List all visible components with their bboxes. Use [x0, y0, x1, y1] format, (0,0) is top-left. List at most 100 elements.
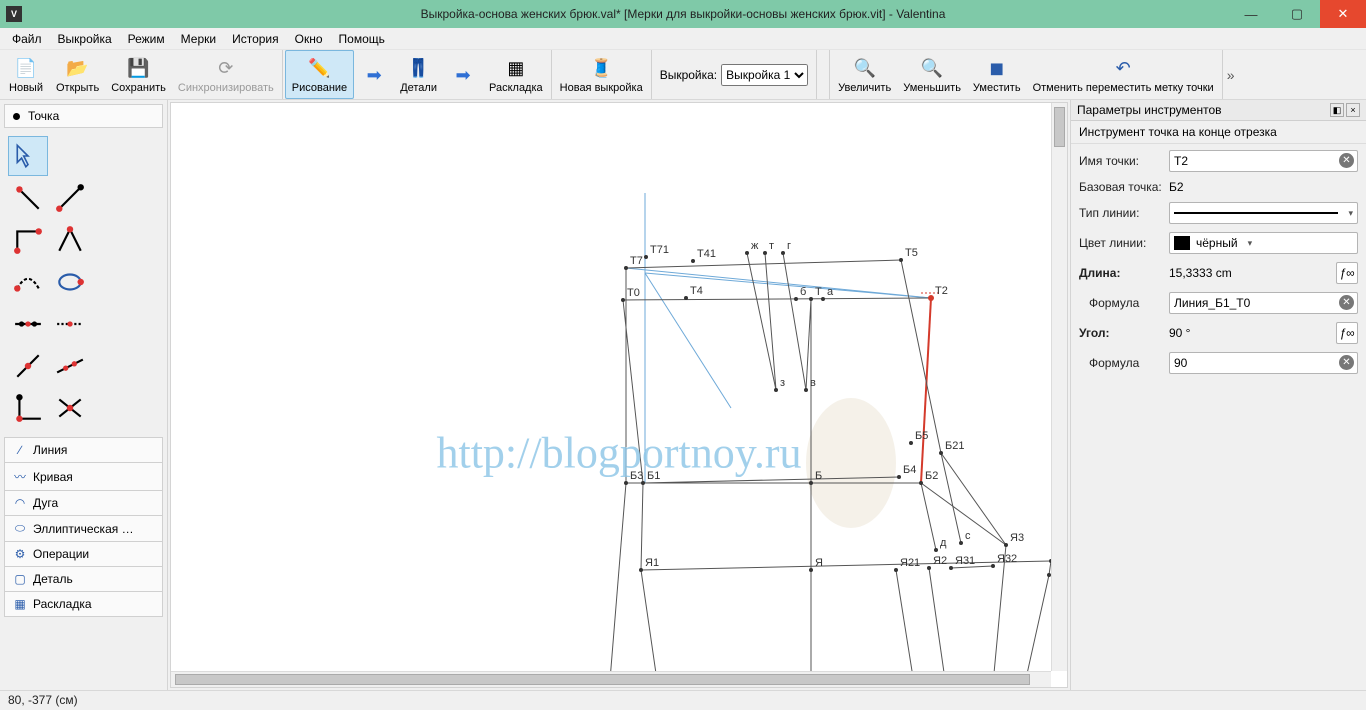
- details-mode-button[interactable]: 👖Детали: [394, 50, 443, 99]
- undo-move-label-button[interactable]: ↶Отменить переместить метку точки: [1027, 50, 1220, 99]
- menu-Файл[interactable]: Файл: [4, 30, 50, 48]
- point-tool-4[interactable]: [8, 220, 48, 260]
- svg-text:Я: Я: [815, 557, 823, 569]
- svg-text:с: с: [965, 530, 971, 542]
- svg-text:ж: ж: [751, 240, 759, 252]
- tool-category[interactable]: ▢Деталь: [4, 566, 163, 592]
- arrow-right-icon: ➡: [443, 50, 483, 99]
- save-button[interactable]: 💾Сохранить: [105, 50, 172, 99]
- fx-button[interactable]: ƒ∞: [1336, 262, 1358, 284]
- tool-category[interactable]: ▦ Раскладка: [4, 591, 163, 617]
- drawing-canvas[interactable]: Т7Т71Т41жтгТ5Т0Т4бТаТ2звБ5Б21Б3Б1ББ4Б2дс…: [170, 102, 1068, 688]
- category-icon: ▦: [13, 597, 27, 611]
- svg-text:Т7: Т7: [630, 255, 643, 267]
- vertical-scrollbar[interactable]: [1051, 103, 1067, 671]
- angle-value: 90 °: [1169, 326, 1336, 340]
- category-icon: ⚙: [13, 547, 27, 561]
- close-panel-button[interactable]: ×: [1346, 103, 1360, 117]
- svg-text:в: в: [810, 377, 816, 389]
- formula-label: Формула: [1079, 356, 1169, 370]
- point-tool-8[interactable]: [8, 304, 48, 344]
- open-button[interactable]: 📂Открыть: [50, 50, 105, 99]
- tool-category[interactable]: 〰Кривая: [4, 462, 163, 491]
- point-tool-5[interactable]: [50, 220, 90, 260]
- properties-panel: Параметры инструментов ◧ × Инструмент то…: [1070, 100, 1366, 690]
- menu-Выкройка[interactable]: Выкройка: [50, 30, 120, 48]
- formula-label: Формула: [1079, 296, 1169, 310]
- clear-icon[interactable]: ✕: [1339, 295, 1354, 310]
- svg-text:Т41: Т41: [697, 248, 716, 260]
- draw-mode-button[interactable]: ✏️Рисование: [285, 50, 354, 99]
- svg-text:б: б: [800, 286, 806, 298]
- line-color-value: чёрный: [1196, 236, 1238, 250]
- statusbar: 80, -377 (см): [0, 690, 1366, 710]
- new-button[interactable]: 📄Новый: [2, 50, 50, 99]
- line-type-combo[interactable]: [1169, 202, 1358, 224]
- menu-История[interactable]: История: [224, 30, 287, 48]
- tool-category[interactable]: ∕Линия: [4, 437, 163, 463]
- base-point-value: Б2: [1169, 180, 1358, 194]
- pattern-label: Выкройка:: [660, 68, 717, 82]
- fx-button[interactable]: ƒ∞: [1336, 322, 1358, 344]
- point-tool-13[interactable]: [50, 388, 90, 428]
- zoom-fit-button[interactable]: ◼Уместить: [967, 50, 1027, 99]
- point-icon: [13, 113, 20, 120]
- category-label: Дуга: [33, 496, 58, 510]
- point-name-input[interactable]: [1169, 150, 1358, 172]
- tool-description: Инструмент точка на конце отрезка: [1071, 121, 1366, 144]
- point-tool-10[interactable]: [8, 346, 48, 386]
- svg-text:Я2: Я2: [933, 555, 947, 567]
- angle-label: Угол:: [1079, 326, 1169, 340]
- line-color-combo[interactable]: чёрный: [1169, 232, 1358, 254]
- svg-text:Б21: Б21: [945, 440, 964, 452]
- point-tool-0[interactable]: [8, 136, 48, 176]
- tool-section-header[interactable]: Точка: [4, 104, 163, 128]
- menu-Помощь[interactable]: Помощь: [331, 30, 393, 48]
- toolbar-overflow[interactable]: »: [1223, 50, 1239, 99]
- clear-icon[interactable]: ✕: [1339, 153, 1354, 168]
- tool-category[interactable]: ⬭ Эллиптическая …: [4, 515, 163, 542]
- point-tool-11[interactable]: [50, 346, 90, 386]
- category-icon: ⬭: [13, 521, 27, 536]
- layout-mode-button[interactable]: ▦Раскладка: [483, 50, 549, 99]
- category-label: Эллиптическая …: [33, 522, 134, 536]
- svg-text:Т2: Т2: [935, 285, 948, 297]
- svg-text:Я32: Я32: [997, 553, 1017, 565]
- horizontal-scrollbar[interactable]: [171, 671, 1051, 687]
- menu-Режим[interactable]: Режим: [120, 30, 173, 48]
- menu-Мерки[interactable]: Мерки: [173, 30, 224, 48]
- properties-title: Параметры инструментов: [1077, 103, 1222, 117]
- svg-text:Б4: Б4: [903, 464, 916, 476]
- category-label: Операции: [33, 547, 89, 561]
- svg-text:т: т: [769, 240, 774, 252]
- tool-category[interactable]: ◠Дуга: [4, 490, 163, 516]
- dock-button[interactable]: ◧: [1330, 103, 1344, 117]
- zoom-in-button[interactable]: 🔍Увеличить: [832, 50, 897, 99]
- sync-button[interactable]: ⟳Синхронизировать: [172, 50, 280, 99]
- svg-text:Т5: Т5: [905, 247, 918, 259]
- length-formula-input[interactable]: [1169, 292, 1358, 314]
- clear-icon[interactable]: ✕: [1339, 355, 1354, 370]
- point-tool-3[interactable]: [50, 178, 90, 218]
- line-color-label: Цвет линии:: [1079, 236, 1169, 250]
- svg-text:з: з: [780, 377, 785, 389]
- category-label: Раскладка: [33, 597, 92, 611]
- point-tool-2[interactable]: [8, 178, 48, 218]
- tool-category[interactable]: ⚙ Операции: [4, 541, 163, 567]
- point-tool-6[interactable]: [8, 262, 48, 302]
- pattern-select[interactable]: Выкройка 1: [721, 64, 808, 86]
- point-tool-7[interactable]: [50, 262, 90, 302]
- category-label: Кривая: [33, 470, 73, 484]
- menubar: ФайлВыкройкаРежимМеркиИсторияОкноПомощь: [0, 28, 1366, 50]
- point-tool-1: [50, 136, 90, 176]
- svg-text:Т4: Т4: [690, 285, 703, 297]
- angle-formula-input[interactable]: [1169, 352, 1358, 374]
- category-icon: ▢: [13, 572, 27, 586]
- point-tool-9[interactable]: [50, 304, 90, 344]
- new-pattern-button[interactable]: 🧵Новая выкройка: [554, 50, 649, 99]
- menu-Окно[interactable]: Окно: [287, 30, 331, 48]
- zoom-out-button[interactable]: 🔍Уменьшить: [897, 50, 967, 99]
- tool-section-label: Точка: [28, 109, 59, 123]
- svg-text:Я3: Я3: [1010, 532, 1024, 544]
- point-tool-12[interactable]: [8, 388, 48, 428]
